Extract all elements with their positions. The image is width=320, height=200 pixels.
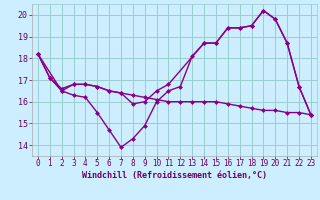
X-axis label: Windchill (Refroidissement éolien,°C): Windchill (Refroidissement éolien,°C) xyxy=(82,171,267,180)
